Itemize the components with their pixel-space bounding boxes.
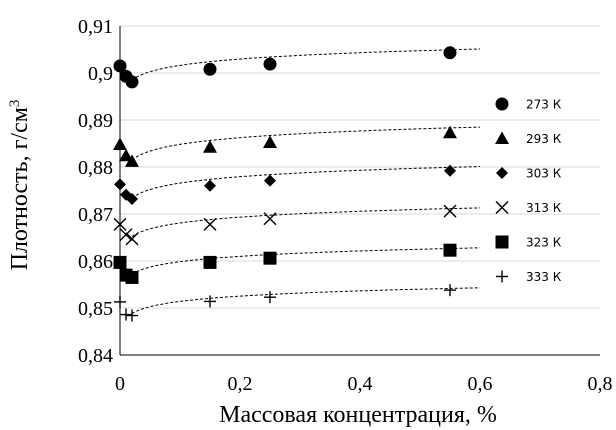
data-point [264, 174, 276, 187]
data-point [264, 291, 276, 304]
data-point [125, 270, 139, 284]
legend-marker [496, 270, 508, 283]
x-axis-title: Массовая концентрация, % [219, 402, 497, 428]
x-tick-label: 0,2 [228, 373, 253, 395]
data-point [125, 154, 139, 167]
legend-marker [495, 97, 509, 111]
legend-marker [495, 201, 509, 214]
y-tick-label: 0,85 [78, 298, 113, 320]
y-axis-title-superscript: 3 [7, 100, 23, 108]
y-tick-label: 0,9 [88, 63, 113, 85]
data-point [126, 192, 138, 205]
data-point [443, 243, 457, 257]
data-point [263, 135, 277, 149]
data-point [443, 46, 457, 60]
data-point [444, 284, 456, 297]
data-point [263, 251, 277, 265]
trendline-3 [131, 207, 481, 238]
x-tick-label: 0,8 [588, 373, 613, 395]
x-tick-label: 0,4 [348, 373, 373, 395]
data-point [204, 179, 216, 192]
trendlines [131, 48, 481, 315]
legend-marker [495, 131, 509, 144]
data-point [443, 125, 457, 139]
x-tick-label: 0,6 [468, 373, 493, 395]
data-point [203, 255, 217, 269]
legend-marker [495, 235, 509, 249]
legend-label: 293 К [526, 132, 562, 146]
data-point [203, 140, 217, 153]
data-point [204, 295, 216, 308]
legend: 273 К 293 К 303 К 313 К 323 К 333 К [495, 97, 562, 284]
legend-marker [496, 167, 508, 179]
data-point [444, 164, 456, 177]
data-markers [113, 46, 457, 322]
trendline-1 [131, 126, 481, 161]
axes: 0,84 0,85 0,86 0,87 0,88 0,89 0,9 0,91 0 0,2 0,4 0,… [78, 16, 613, 395]
y-tick-label: 0,91 [78, 16, 113, 38]
data-point [120, 308, 132, 321]
y-tick-label: 0,86 [78, 251, 113, 273]
y-tick-label: 0,89 [78, 110, 113, 132]
y-axis-title-base: Плотность, г/см [7, 107, 33, 270]
data-point [125, 232, 139, 246]
data-point [126, 309, 138, 322]
legend-label: 323 К [526, 236, 562, 250]
data-point [263, 212, 277, 226]
data-point [263, 57, 277, 71]
data-point [443, 204, 457, 218]
data-point [203, 217, 217, 231]
data-point [119, 148, 133, 162]
y-tick-label: 0,88 [78, 157, 113, 179]
legend-label: 273 К [526, 98, 562, 112]
trendline-2 [131, 166, 481, 199]
y-tick-label: 0,87 [78, 204, 113, 226]
y-tick-label: 0,84 [78, 345, 113, 367]
legend-label: 313 К [526, 201, 562, 215]
gridlines [120, 25, 600, 309]
x-tick-label: 0 [115, 373, 125, 395]
trendline-5 [131, 287, 481, 315]
y-axis-title: Плотность, г/см3 [7, 100, 33, 271]
data-point [125, 75, 139, 89]
legend-label: 333 К [526, 270, 562, 284]
data-point [203, 62, 217, 76]
legend-label: 303 К [526, 167, 562, 181]
trendline-0 [131, 48, 481, 81]
trendline-4 [131, 247, 481, 275]
data-point [119, 228, 133, 242]
